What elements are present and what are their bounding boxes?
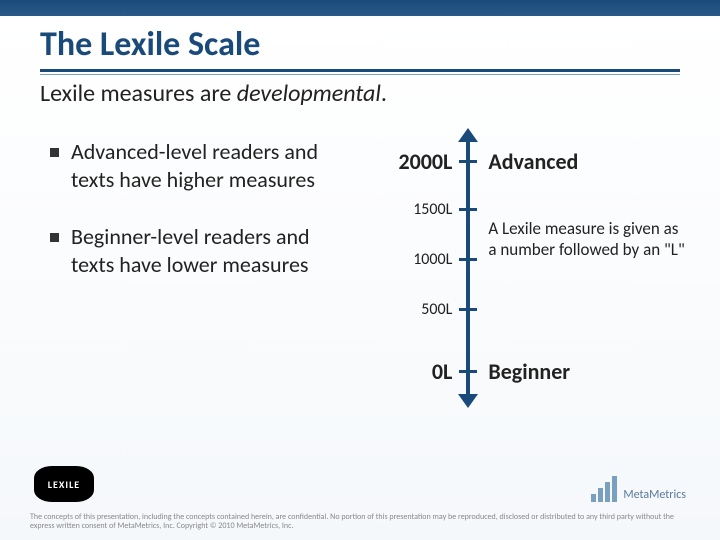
- bullet-item: Beginner-level readers and texts have lo…: [50, 223, 336, 278]
- bullet-text: Beginner-level readers and texts have lo…: [71, 223, 336, 278]
- tick-label: 1500L: [342, 200, 452, 219]
- scale-description: A Lexile measure is given as a number fo…: [488, 218, 688, 261]
- bullet-marker-icon: [50, 148, 59, 157]
- subtitle-text-end: .: [381, 79, 387, 108]
- lexile-scale-diagram: 2000L 1500L 1000L 500L 0L Advanced A Lex…: [336, 138, 680, 418]
- subtitle-text-start: Lexile measures are: [40, 79, 237, 108]
- tick-mark: [459, 370, 477, 373]
- scale-top-label: Advanced: [488, 148, 578, 175]
- scale-bottom-label: Beginner: [488, 358, 570, 385]
- footer: LEXILE MetaMetrics The concepts of this …: [0, 470, 720, 540]
- metametrics-logo: MetaMetrics: [591, 476, 686, 502]
- logo-bars-icon: [591, 476, 617, 502]
- tick-mark: [459, 160, 477, 163]
- scale-axis: [466, 138, 470, 398]
- bullet-text: Advanced-level readers and texts have hi…: [71, 138, 336, 193]
- metametrics-text: MetaMetrics: [623, 488, 686, 502]
- slide-subtitle: Lexile measures are developmental.: [40, 79, 680, 108]
- tick-label: 500L: [342, 300, 452, 319]
- tick-mark: [459, 258, 477, 261]
- bullet-marker-icon: [50, 233, 59, 242]
- bullet-item: Advanced-level readers and texts have hi…: [50, 138, 336, 193]
- tick-label: 0L: [342, 358, 452, 385]
- tick-label: 2000L: [342, 148, 452, 175]
- title-underline-thick: [40, 69, 680, 72]
- title-underline-thin: [40, 74, 680, 75]
- tick-label: 1000L: [342, 250, 452, 269]
- disclaimer-text: The concepts of this presentation, inclu…: [30, 513, 690, 532]
- bullet-list: Advanced-level readers and texts have hi…: [40, 138, 336, 418]
- arrow-down-icon: [458, 394, 478, 408]
- subtitle-text-ital: developmental: [237, 79, 381, 108]
- lexile-logo: LEXILE: [34, 466, 94, 502]
- slide: The Lexile Scale Lexile measures are dev…: [0, 0, 720, 540]
- tick-mark: [459, 208, 477, 211]
- tick-mark: [459, 308, 477, 311]
- slide-title: The Lexile Scale: [40, 24, 680, 65]
- content-area: Advanced-level readers and texts have hi…: [40, 138, 680, 418]
